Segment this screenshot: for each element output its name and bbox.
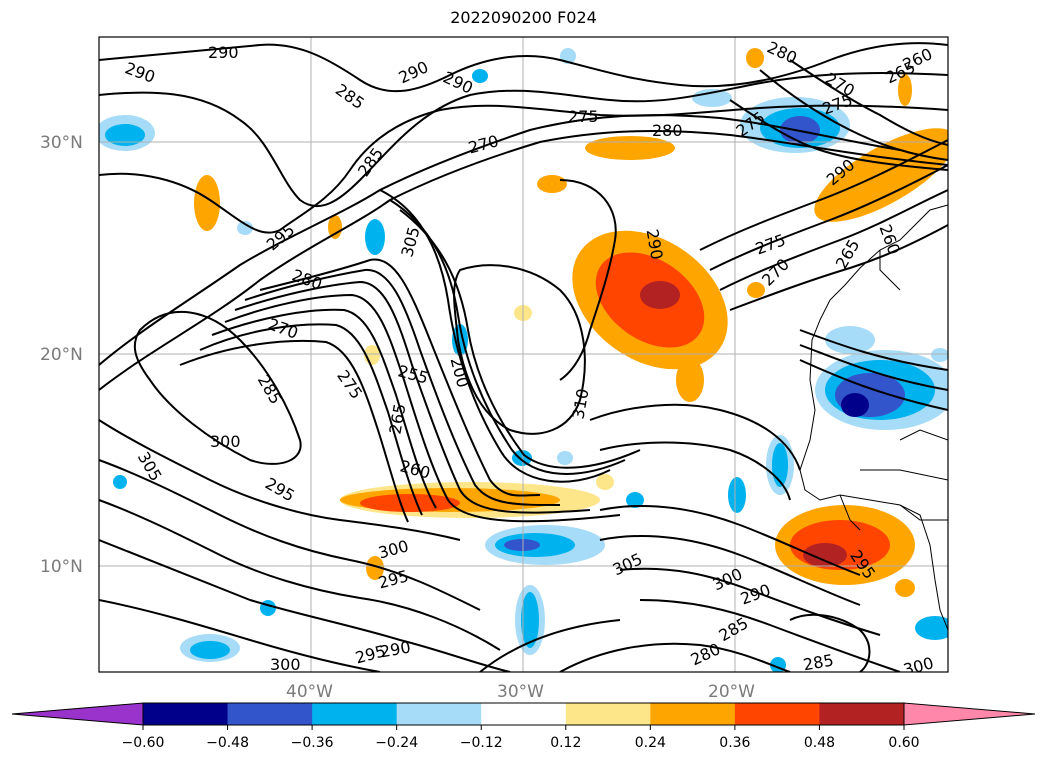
lon-label-40w: 40°W bbox=[286, 682, 333, 702]
contour-label: 290 bbox=[208, 43, 239, 62]
negative-anomaly-blob bbox=[512, 450, 532, 466]
negative-anomaly-blob bbox=[841, 393, 869, 417]
colorbar-tick-label: 0.24 bbox=[635, 735, 666, 751]
contour-label: 275 bbox=[568, 107, 599, 126]
colorbar-tick-label: 0.36 bbox=[719, 735, 750, 751]
colorbar-tick-label: 0.60 bbox=[888, 735, 919, 751]
negative-anomaly-blob bbox=[365, 219, 385, 255]
colorbar-segment bbox=[734, 703, 820, 725]
positive-anomaly-blob bbox=[898, 74, 912, 106]
positive-anomaly-blob bbox=[640, 281, 680, 309]
negative-anomaly-blob bbox=[105, 124, 145, 146]
colorbar-tick-label: −0.24 bbox=[375, 735, 418, 751]
colorbar-tick-label: −0.48 bbox=[206, 735, 249, 751]
colorbar-extend-left bbox=[11, 702, 144, 726]
negative-anomaly-blob bbox=[504, 539, 540, 551]
colorbar-segment bbox=[227, 703, 313, 725]
negative-anomaly-blob bbox=[260, 600, 276, 616]
map-title: 2022090200 F024 bbox=[450, 8, 597, 27]
colorbar-segment bbox=[650, 703, 736, 725]
positive-anomaly-blob bbox=[746, 48, 764, 68]
contour-label: 285 bbox=[802, 650, 835, 674]
negative-anomaly-blob bbox=[521, 592, 539, 648]
positive-anomaly-blob bbox=[676, 358, 704, 402]
colorbar-segment bbox=[143, 703, 229, 725]
coastline bbox=[799, 204, 948, 631]
negative-anomaly-blob bbox=[190, 641, 230, 659]
contour-lines bbox=[99, 42, 948, 672]
positive-anomaly-blob bbox=[328, 215, 342, 239]
positive-anomaly-blob bbox=[803, 543, 847, 567]
contour-label: 300 bbox=[210, 432, 241, 451]
gridlines bbox=[99, 37, 948, 672]
map-frame bbox=[98, 36, 949, 673]
colorbar-tick-label: −0.36 bbox=[291, 735, 334, 751]
positive-anomaly-blob bbox=[360, 494, 460, 512]
colorbar-tick-label: −0.60 bbox=[122, 735, 165, 751]
colorbar-segment bbox=[312, 703, 398, 725]
contour-label: 300 bbox=[901, 653, 935, 679]
lat-label-10n: 10°N bbox=[40, 557, 83, 577]
lon-label-20w: 20°W bbox=[708, 682, 755, 702]
colorbar-extend-right bbox=[903, 702, 1036, 726]
colorbar-segment bbox=[481, 703, 567, 725]
colorbar-segment bbox=[396, 703, 482, 725]
negative-anomaly-blob bbox=[557, 451, 573, 465]
positive-anomaly-blob bbox=[194, 175, 220, 231]
negative-anomaly-blob bbox=[915, 616, 948, 640]
contour-label: 300 bbox=[270, 655, 301, 674]
negative-anomaly-blob bbox=[472, 69, 488, 83]
negative-anomaly-blob bbox=[825, 326, 875, 354]
positive-anomaly-blob bbox=[747, 282, 765, 298]
lon-label-30w: 30°W bbox=[497, 682, 544, 702]
contour-label: 280 bbox=[652, 121, 683, 140]
colorbar-segment bbox=[819, 703, 905, 725]
positive-anomaly-blob bbox=[814, 128, 948, 222]
negative-anomaly-blob bbox=[931, 348, 948, 362]
colorbar: −0.60 −0.48 −0.36 −0.24 −0.12 0.12 0.24 0.36 0.4… bbox=[11, 702, 1036, 751]
positive-anomaly-blob bbox=[895, 579, 915, 597]
negative-anomaly-blob bbox=[626, 492, 644, 508]
colorbar-tick-label: 0.12 bbox=[550, 735, 581, 751]
lat-label-30n: 30°N bbox=[40, 133, 83, 153]
colorbar-tick-label: −0.12 bbox=[460, 735, 503, 751]
colorbar-segment bbox=[565, 703, 651, 725]
negative-anomaly-blob bbox=[728, 477, 746, 513]
positive-anomaly-blob bbox=[537, 175, 567, 193]
lat-label-20n: 20°N bbox=[40, 345, 83, 365]
positive-anomaly-blob bbox=[366, 556, 384, 580]
colorbar-tick-label: 0.48 bbox=[804, 735, 835, 751]
positive-anomaly-blob bbox=[596, 474, 614, 490]
colorbar-border bbox=[142, 702, 905, 726]
negative-anomaly-blob bbox=[113, 475, 127, 489]
negative-anomaly-blob bbox=[237, 221, 253, 235]
